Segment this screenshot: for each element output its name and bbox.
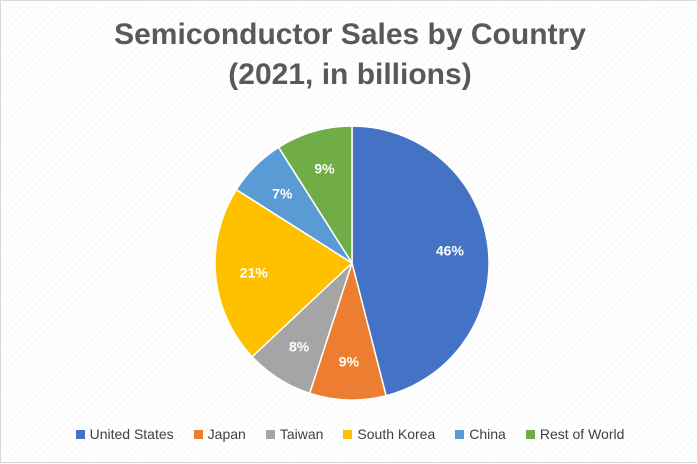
legend-item-taiwan: Taiwan: [265, 426, 324, 442]
pie-slice-rest-of-world: [277, 125, 353, 266]
pie-slice-south-korea: [214, 188, 354, 358]
legend-item-china: China: [455, 426, 506, 442]
chart-title-line2: (2021, in billions): [228, 58, 472, 91]
chart-legend: United States Japan Taiwan South Korea China…: [1, 426, 698, 442]
pie-slices: [214, 125, 490, 401]
data-label-japan: 9%: [339, 354, 360, 370]
pie-slice-united-states: [351, 125, 490, 397]
legend-label: Japan: [207, 426, 246, 442]
pie-data-labels: 46% 9% 8% 21% 7% 9%: [240, 160, 465, 369]
data-label-south-korea: 21%: [240, 264, 269, 280]
legend-label: Taiwan: [279, 426, 324, 442]
legend-item-japan: Japan: [193, 426, 246, 442]
legend-swatch: [75, 429, 85, 439]
data-label-taiwan: 8%: [289, 338, 310, 354]
legend-label: United States: [89, 426, 174, 442]
data-label-united-states: 46%: [436, 243, 465, 259]
data-label-rest-of-world: 9%: [314, 160, 335, 176]
chart-title: Semiconductor Sales by Country (2021, in…: [1, 15, 698, 95]
data-label-china: 7%: [272, 185, 293, 201]
legend-label: South Korea: [357, 426, 436, 442]
legend-label: China: [469, 426, 506, 442]
legend-item-united-states: United States: [75, 426, 174, 442]
legend-swatch: [343, 429, 353, 439]
legend-label: Rest of World: [539, 426, 625, 442]
legend-swatch: [455, 429, 465, 439]
chart-title-line1: Semiconductor Sales by Country: [114, 18, 586, 51]
legend-swatch: [525, 429, 535, 439]
legend-item-south-korea: South Korea: [343, 426, 435, 442]
legend-swatch: [265, 429, 275, 439]
legend-swatch: [193, 429, 203, 439]
legend-item-rest-of-world: Rest of World: [525, 426, 625, 442]
